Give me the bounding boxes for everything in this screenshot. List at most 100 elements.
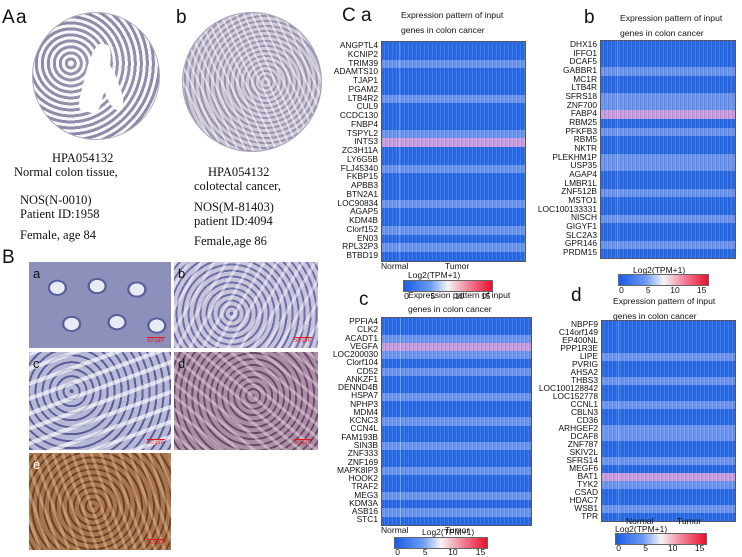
gene-label: ZNF169	[347, 456, 378, 467]
gene-label: NISCH	[570, 212, 597, 223]
panel-label-Ab: b	[176, 7, 187, 28]
heatmap-row	[382, 199, 525, 209]
heatmap-row	[602, 361, 735, 369]
colorbar-tick: 10	[670, 285, 680, 295]
caption-cancer-tissue: colotectal cancer,	[194, 179, 281, 193]
gene-label: STC1	[356, 514, 378, 525]
heatmap-a-colorbar	[403, 280, 493, 292]
colorbar-tick: 5	[430, 291, 436, 301]
heatmap-row	[382, 392, 531, 401]
gene-label: TRIM39	[348, 57, 378, 68]
gene-label: TJAP1	[352, 75, 378, 85]
normal-colon-tissue-core	[32, 12, 160, 140]
scale-bar-Bd: 50 μm	[294, 439, 312, 446]
heatmap-row	[382, 483, 531, 492]
gene-label: RBM25	[569, 117, 597, 128]
caption-cancer-sex-age: Female,age 86	[194, 234, 267, 248]
heatmap-row	[601, 127, 735, 137]
colorbar-tick: 10	[667, 543, 678, 553]
panel-label-Ca: a	[361, 5, 372, 26]
gene-label: GABBR1	[563, 65, 597, 76]
heatmap-row	[602, 433, 735, 441]
gene-label: FLJ45340	[340, 162, 378, 173]
heatmap-row	[601, 171, 735, 180]
gene-label: APBB3	[350, 180, 378, 190]
colorbar-tick: 5	[422, 547, 428, 557]
heatmap-a-gene-labels: ANGPTL4 KCNIP2 TRIM39 ADAMTS10 TJAP1 PGAM2 LTB…	[320, 41, 378, 260]
colorbar-tick: 15	[696, 285, 707, 295]
gene-label: MEG3	[354, 489, 378, 500]
heatmap-c-xlabel-normal: Normal	[381, 525, 409, 535]
panel-label-B: B	[2, 247, 15, 268]
gene-label: ZNF333	[347, 448, 378, 459]
heatmap-row	[602, 505, 735, 513]
gene-label: ZNF787	[567, 439, 598, 449]
panel-label-Cb: b	[584, 7, 595, 28]
colorbar-tick: 0	[619, 285, 624, 295]
heatmap-d-gene-labels: NBPF9 C14orf149 EP400NL PPP1R3E LIPE PVRIG AHS…	[518, 320, 598, 520]
heatmap-row	[602, 465, 735, 473]
gene-label: BTBD19	[346, 250, 378, 260]
heatmap-c-title-line2: genes in colon cancer	[408, 304, 492, 314]
gene-label: PRDM15	[563, 247, 597, 258]
gene-label: LOC100133331	[537, 203, 597, 214]
gene-label: PVRIG	[571, 359, 598, 369]
gene-label: ZNF700	[566, 99, 597, 110]
gene-label: SIN3B	[353, 439, 378, 450]
gene-label: INTS3	[354, 136, 378, 147]
gene-label: ANGPTL4	[339, 40, 378, 50]
gene-label: PPP1R3E	[560, 343, 598, 353]
heatmap-row	[601, 110, 735, 120]
heatmap-row	[382, 252, 525, 261]
heatmap-row	[602, 409, 735, 417]
heatmap-a-colorbar-label: Log2(TPM+1)	[408, 270, 461, 280]
heatmap-row	[602, 457, 735, 465]
heatmap-row	[382, 155, 525, 165]
gene-label: CLK2	[357, 324, 378, 335]
heatmap-row	[602, 489, 735, 497]
heatmap-b-gene-labels: DHX16 IFFO1 DCAF5 GABBR1 MC1R LTB4R SFRS18 ZNF7…	[518, 40, 597, 257]
heatmap-row	[382, 384, 531, 393]
gene-label: LMBR1L	[564, 177, 597, 188]
gene-label: CD52	[356, 365, 378, 376]
heatmap-row	[382, 450, 531, 459]
gene-label: LY6G5B	[346, 153, 378, 164]
heatmap-row	[382, 467, 531, 476]
gene-label: LOC200030	[332, 349, 378, 360]
normal-tumor-divider	[399, 42, 401, 261]
heatmap-row	[382, 173, 525, 183]
heatmap-row	[602, 497, 735, 505]
heatmap-d-xlabel-tumor: Tumor	[677, 516, 702, 526]
heatmap-row	[382, 359, 531, 368]
gene-label: DCAF5	[569, 56, 597, 67]
heatmap-row	[602, 377, 735, 385]
gene-label: MC1R	[573, 73, 597, 84]
normal-tumor-divider	[617, 41, 619, 258]
heatmap-row	[601, 205, 735, 215]
colorbar-tick: 0	[395, 547, 401, 557]
heatmap-b-title-line2: genes in colon cancer	[620, 28, 704, 38]
heatmap-row	[382, 318, 531, 327]
micrograph-cancer-b: b 50 μm	[174, 262, 318, 348]
heatmap-row	[602, 393, 735, 401]
gene-label: EP400NL	[562, 335, 598, 345]
heatmap-row	[382, 94, 525, 104]
caption-normal-tissue: Normal colon tissue,	[14, 165, 118, 179]
gene-label: CCN4L	[350, 423, 378, 434]
heatmap-c-colorbar-ticks: 0 5 10 15	[394, 547, 486, 557]
gene-label: TSPYL2	[346, 127, 378, 138]
heatmap-row	[382, 68, 525, 78]
panel-label-A: A	[2, 7, 15, 28]
heatmap-row	[601, 119, 735, 128]
heatmap-row	[382, 425, 531, 434]
panel-label-Bb: b	[178, 266, 186, 281]
gene-label: MDM4	[353, 406, 378, 417]
gene-label: AGAP5	[350, 206, 378, 217]
gene-label: KDM4B	[349, 215, 378, 225]
panel-label-Aa: a	[16, 7, 27, 28]
gene-label: CSAD	[574, 487, 598, 497]
heatmap-row	[382, 103, 525, 113]
scale-bar-Bc: 50 μm	[147, 439, 165, 446]
gene-label: Clorf104	[346, 357, 378, 368]
heatmap-c-gene-labels: PPFIA4 CLK2 ACADT1 VEGFA LOC200030 Clorf104 CD…	[320, 317, 378, 524]
